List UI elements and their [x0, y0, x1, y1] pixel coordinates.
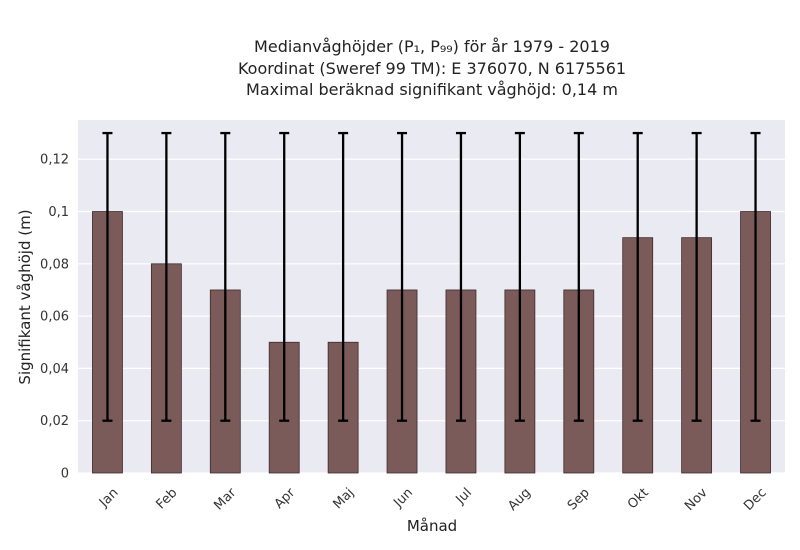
error-bar-dec: [750, 131, 761, 422]
y-tick-label: 0,08: [40, 257, 69, 272]
title-line-2: Koordinat (Sweref 99 TM): E 376070, N 61…: [238, 59, 626, 78]
title-line-3: Maximal beräknad signifikant våghöjd: 0,…: [246, 80, 618, 99]
y-axis-label: Signifikant våghöjd (m): [16, 209, 34, 384]
y-tick-labels: 0 0,02 0,04 0,06 0,08 0,1 0,12: [40, 153, 69, 482]
grid-lines: [78, 158, 785, 474]
chart-title: Medianvåghöjder (P₁, P₉₉) för år 1979 - …: [238, 37, 626, 99]
x-tick-label: Jun: [390, 485, 416, 511]
y-tick-label: 0,06: [40, 310, 69, 325]
title-line-1: Medianvåghöjder (P₁, P₉₉) för år 1979 - …: [254, 37, 610, 56]
error-bar-jul: [455, 131, 466, 422]
error-bar-maj: [338, 131, 349, 422]
x-tick-label: Nov: [682, 485, 711, 514]
error-bars: [102, 131, 761, 422]
y-tick-label: 0: [61, 467, 69, 482]
error-bar-jun: [397, 131, 408, 422]
x-tick-label: Jan: [96, 485, 121, 510]
x-tick-label: Jul: [453, 485, 475, 507]
error-bar-sep: [573, 131, 584, 422]
error-bar-jan: [102, 131, 113, 422]
x-axis-label: Månad: [407, 517, 457, 535]
x-tick-label: Sep: [565, 485, 593, 513]
y-tick-label: 0,02: [40, 414, 69, 429]
error-bar-mar: [220, 131, 231, 422]
x-tick-label: Aug: [505, 485, 534, 514]
error-bar-okt: [632, 131, 643, 422]
y-tick-label: 0,1: [48, 205, 69, 220]
x-tick-label: Dec: [741, 485, 769, 513]
error-bar-nov: [691, 131, 702, 422]
x-tick-label: Okt: [625, 485, 652, 512]
x-tick-labels: Jan Feb Mar Apr Maj Jun Jul Aug Sep Okt Nov Dec: [96, 485, 770, 514]
x-tick-label: Maj: [330, 485, 357, 512]
plot-area: [78, 120, 785, 473]
x-tick-label: Mar: [211, 485, 239, 513]
y-tick-label: 0,04: [40, 362, 69, 377]
error-bar-feb: [161, 131, 172, 422]
x-tick-label: Feb: [154, 485, 181, 512]
y-tick-label: 0,12: [40, 153, 69, 168]
error-bar-aug: [514, 131, 525, 422]
x-tick-label: Apr: [272, 485, 299, 512]
error-bar-apr: [279, 131, 290, 422]
